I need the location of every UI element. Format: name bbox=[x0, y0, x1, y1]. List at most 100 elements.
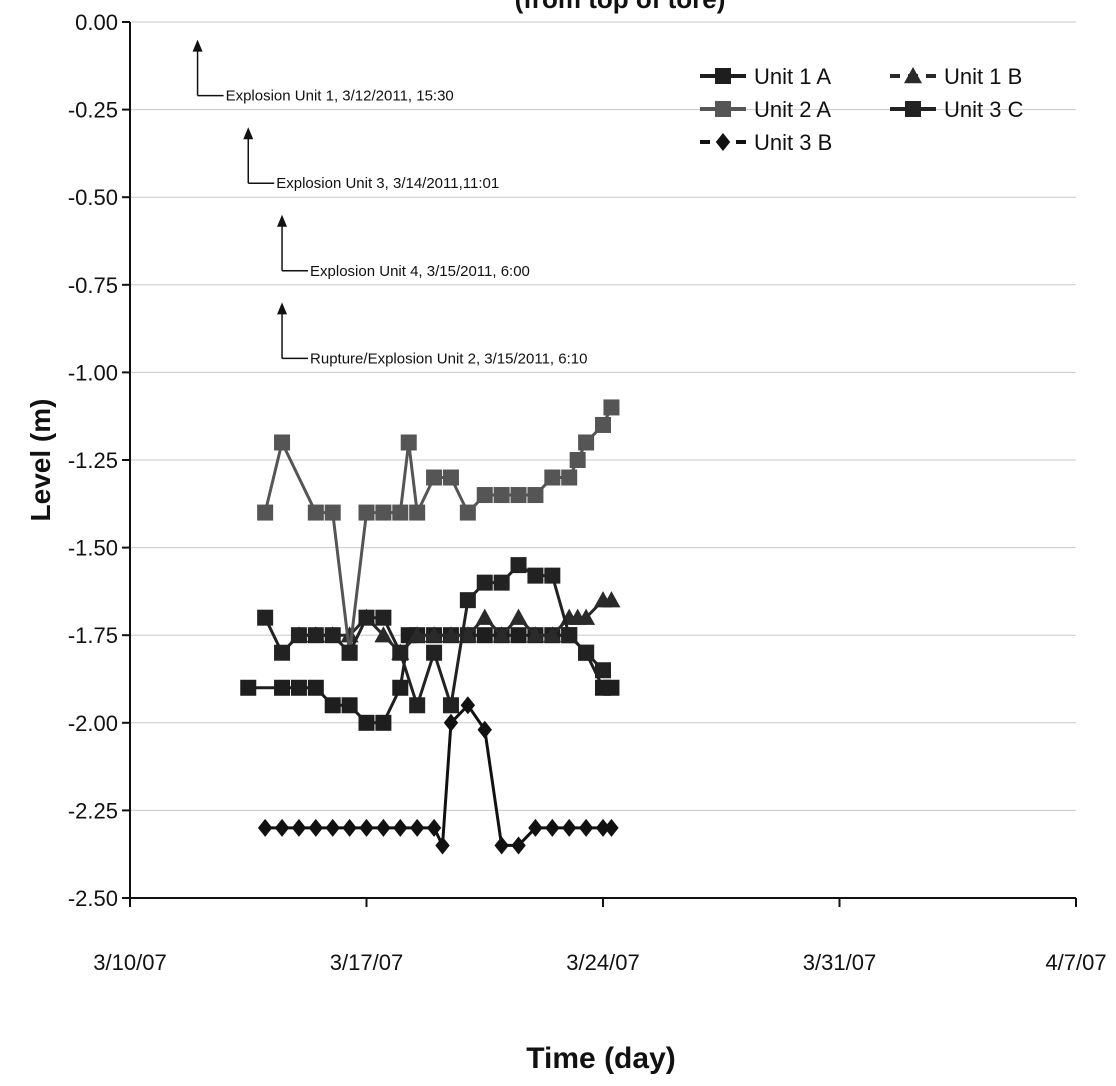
data-point bbox=[602, 591, 621, 608]
data-point bbox=[426, 818, 442, 837]
data-point bbox=[543, 626, 562, 643]
y-tick-label: -0.75 bbox=[68, 273, 118, 298]
data-point bbox=[545, 818, 560, 837]
legend-entry: Unit 3 C bbox=[890, 97, 1024, 122]
data-point bbox=[375, 714, 392, 731]
axes bbox=[122, 21, 1077, 907]
data-point bbox=[307, 679, 324, 696]
data-point bbox=[476, 487, 493, 504]
data-point bbox=[527, 487, 544, 504]
data-point bbox=[274, 818, 290, 837]
y-tick-label: -2.25 bbox=[68, 798, 118, 823]
y-tick-label: -1.00 bbox=[68, 360, 118, 385]
data-point bbox=[578, 434, 595, 451]
data-point bbox=[578, 818, 594, 837]
data-point bbox=[341, 644, 358, 661]
data-point bbox=[905, 101, 921, 117]
data-point bbox=[595, 416, 611, 433]
annotation-text: Explosion Unit 3, 3/14/2011,11:01 bbox=[276, 175, 499, 192]
data-point bbox=[510, 627, 527, 644]
gridlines bbox=[130, 21, 1076, 899]
data-point bbox=[459, 592, 476, 609]
data-point bbox=[510, 487, 527, 504]
y-tick-label: 0.00 bbox=[75, 10, 118, 35]
legend-entry: Unit 1 A bbox=[700, 64, 831, 89]
data-point bbox=[493, 574, 510, 591]
data-point bbox=[324, 504, 341, 521]
data-point bbox=[492, 626, 511, 643]
data-point bbox=[460, 696, 476, 715]
data-point bbox=[257, 504, 274, 521]
annotation-text: Explosion Unit 1, 3/12/2011, 15:30 bbox=[226, 88, 454, 105]
data-point bbox=[441, 626, 460, 643]
data-point bbox=[475, 608, 494, 625]
data-point bbox=[715, 68, 731, 84]
data-point bbox=[442, 697, 459, 714]
data-point bbox=[562, 818, 577, 837]
data-point bbox=[274, 434, 291, 451]
data-point bbox=[376, 818, 391, 837]
data-point bbox=[358, 504, 375, 521]
legend-label: Unit 3 C bbox=[944, 97, 1024, 122]
annotation-arrowhead bbox=[243, 127, 254, 140]
annotation-arrowhead bbox=[277, 214, 288, 227]
data-point bbox=[435, 836, 450, 855]
y-tick-label: -2.00 bbox=[68, 711, 118, 736]
annotation-arrowhead bbox=[192, 39, 203, 52]
annotation-arrowhead bbox=[277, 302, 288, 315]
legend-entry: Unit 1 B bbox=[890, 64, 1022, 89]
data-point bbox=[392, 644, 409, 661]
data-point bbox=[307, 627, 324, 644]
legend-entry: Unit 3 B bbox=[700, 130, 832, 155]
data-point bbox=[603, 679, 620, 696]
x-tick-label: 3/31/07 bbox=[803, 950, 876, 975]
data-point bbox=[392, 504, 409, 521]
data-point bbox=[325, 818, 340, 837]
data-point bbox=[307, 504, 324, 521]
series-line bbox=[263, 406, 613, 653]
data-point bbox=[408, 626, 427, 643]
y-tick-label: -0.50 bbox=[68, 185, 118, 210]
data-point bbox=[561, 469, 578, 486]
legend: Unit 1 A Unit 1 B Unit 2 A Unit 3 C Unit 3 B bbox=[700, 64, 1024, 155]
annotation-text: Explosion Unit 4, 3/15/2011, 6:00 bbox=[310, 263, 530, 280]
data-point bbox=[528, 818, 543, 837]
data-point bbox=[426, 469, 443, 486]
y-tick-label: -0.25 bbox=[68, 98, 118, 123]
annotation: Explosion Unit 1, 3/12/2011, 15:30 bbox=[192, 39, 454, 105]
data-point bbox=[544, 469, 561, 486]
data-point bbox=[274, 644, 291, 661]
data-point bbox=[904, 67, 922, 84]
data-point bbox=[340, 626, 359, 643]
x-tick-label: 4/7/07 bbox=[1045, 950, 1106, 975]
data-point bbox=[604, 818, 619, 837]
y-tick-labels: 0.00 -0.25 -0.50 -0.75 -1.00 -1.25 -1.50 -1.75 -… bbox=[68, 10, 118, 911]
series-unit-3-b bbox=[257, 696, 619, 855]
data-point bbox=[459, 504, 476, 521]
legend-label: Unit 3 B bbox=[754, 130, 832, 155]
data-point bbox=[715, 101, 731, 117]
data-point bbox=[359, 818, 374, 837]
chart-title: (from top of tore) bbox=[515, 0, 726, 14]
legend-label: Unit 1 A bbox=[754, 64, 831, 89]
data-point bbox=[393, 818, 408, 837]
data-point bbox=[578, 644, 595, 661]
x-tick-labels: 3/10/07 3/17/07 3/24/07 3/31/07 4/7/07 bbox=[93, 950, 1106, 975]
data-point bbox=[290, 627, 307, 644]
legend-label: Unit 2 A bbox=[754, 97, 831, 122]
data-point bbox=[341, 697, 358, 714]
data-point bbox=[603, 399, 620, 416]
data-point bbox=[358, 609, 375, 626]
data-point bbox=[324, 697, 341, 714]
data-point bbox=[409, 504, 426, 521]
data-point bbox=[392, 679, 409, 696]
x-axis-label: Time (day) bbox=[526, 1042, 676, 1075]
data-point bbox=[240, 679, 257, 696]
data-point bbox=[511, 836, 526, 855]
legend-entry: Unit 2 A bbox=[700, 97, 831, 122]
data-point bbox=[257, 609, 274, 626]
data-point bbox=[291, 818, 307, 837]
data-point bbox=[400, 434, 417, 451]
data-point bbox=[527, 567, 544, 584]
